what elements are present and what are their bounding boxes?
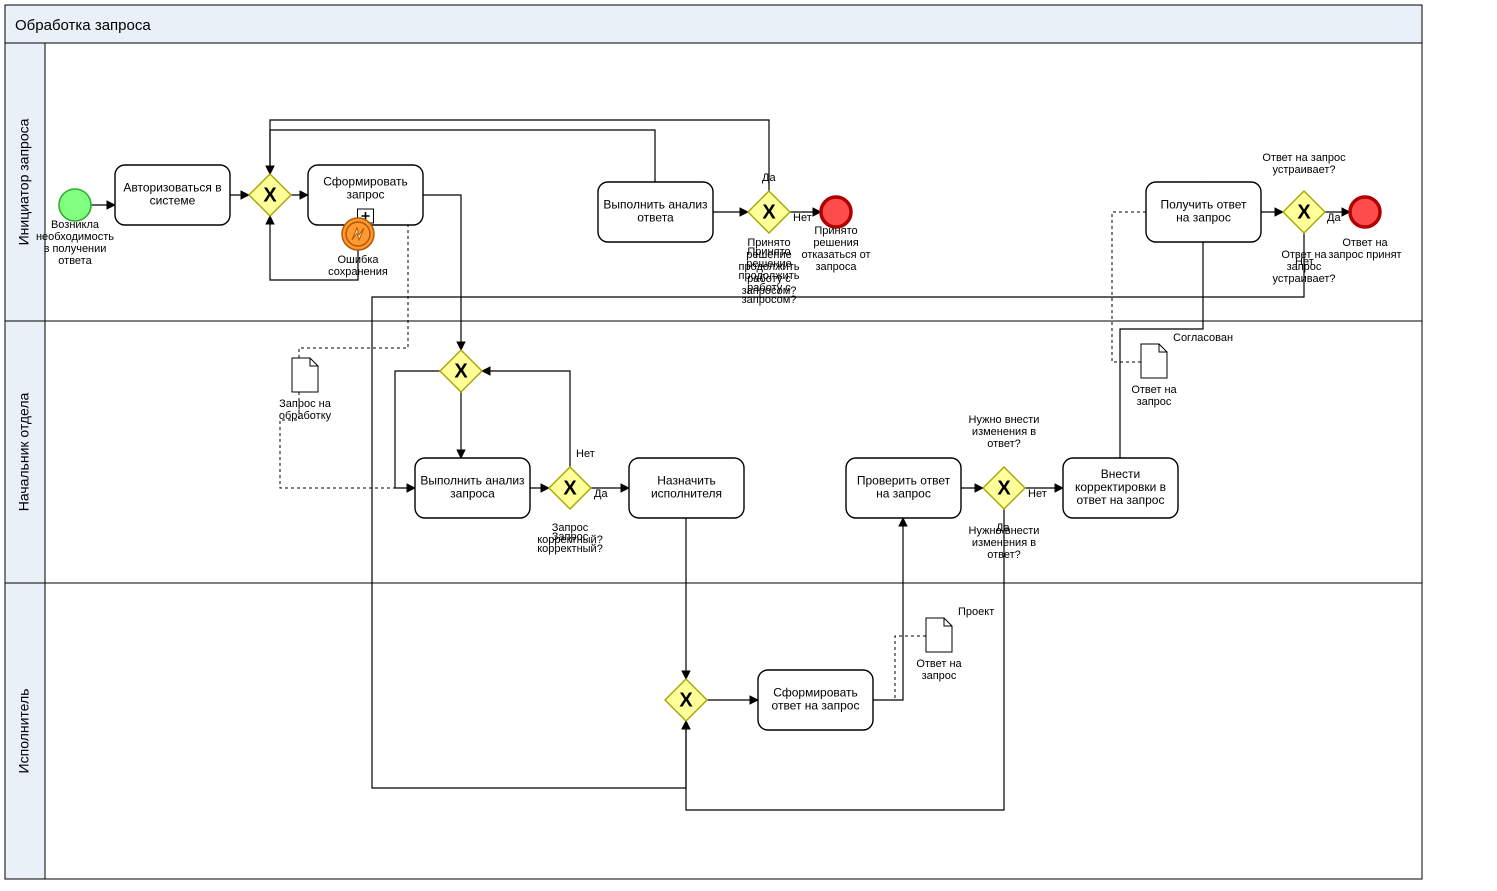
svg-text:ответ на запрос: ответ на запрос <box>772 699 860 713</box>
svg-text:Нет: Нет <box>793 212 812 224</box>
svg-text:продолжить: продолжить <box>739 270 800 282</box>
svg-text:ответа: ответа <box>58 255 92 267</box>
svg-text:ответ?: ответ? <box>987 438 1021 450</box>
svg-text:Проект: Проект <box>958 606 994 618</box>
lane-title: Начальник отдела <box>16 393 32 512</box>
svg-text:Нет: Нет <box>576 448 595 460</box>
svg-text:Сформировать: Сформировать <box>323 175 408 189</box>
svg-text:Авторизоваться в: Авторизоваться в <box>123 181 221 195</box>
pool-title: Обработка запроса <box>15 17 151 34</box>
task: Проверить ответна запросПроверить ответ … <box>846 458 961 518</box>
svg-text:исполнителя: исполнителя <box>651 487 722 501</box>
svg-text:Нет: Нет <box>1295 256 1314 268</box>
svg-text:Получить ответ: Получить ответ <box>1161 198 1247 212</box>
svg-text:Проверить ответ: Проверить ответ <box>857 474 951 488</box>
svg-text:X: X <box>563 477 577 499</box>
svg-text:запросом?: запросом? <box>742 294 797 306</box>
svg-text:корректировки в: корректировки в <box>1075 480 1166 494</box>
svg-text:X: X <box>679 689 693 711</box>
svg-text:сохранения: сохранения <box>328 266 388 278</box>
svg-text:Принято: Принято <box>814 225 857 237</box>
svg-text:X: X <box>762 201 776 223</box>
svg-text:устраивает?: устраивает? <box>1272 164 1335 176</box>
svg-text:на запрос: на запрос <box>876 487 931 501</box>
task: Внестикорректировки вответ на запросВнес… <box>1063 458 1178 518</box>
task: Получить ответна запросПолучить ответ на… <box>1146 182 1261 242</box>
svg-text:Ответ на запрос: Ответ на запрос <box>1262 152 1346 164</box>
svg-text:отказаться от: отказаться от <box>801 249 870 261</box>
svg-text:X: X <box>263 184 277 206</box>
svg-text:X: X <box>1297 201 1311 223</box>
task: Авторизоваться всистемеАвторизоваться в … <box>115 165 230 225</box>
svg-text:запрос: запрос <box>1137 396 1172 408</box>
svg-text:ответ?: ответ? <box>987 549 1021 561</box>
svg-text:Возникла: Возникла <box>51 219 100 231</box>
svg-text:Запрос на: Запрос на <box>279 398 332 410</box>
svg-text:X: X <box>997 477 1011 499</box>
task: Выполнить анализответаВыполнить анализ о… <box>598 182 713 242</box>
svg-text:Ответ на: Ответ на <box>916 658 962 670</box>
svg-text:Да: Да <box>762 172 776 184</box>
lane-title: Инициатор запроса <box>16 118 32 245</box>
svg-text:Да: Да <box>1327 212 1341 224</box>
svg-text:Ошибка: Ошибка <box>338 254 380 266</box>
svg-text:обработку: обработку <box>279 410 332 422</box>
svg-text:устраивает?: устраивает? <box>1272 273 1335 285</box>
svg-text:Ответ на: Ответ на <box>1131 384 1177 396</box>
svg-text:системе: системе <box>150 194 196 208</box>
svg-text:Сформировать: Сформировать <box>773 686 858 700</box>
svg-text:необходимость: необходимость <box>36 231 114 243</box>
bpmn-canvas: Обработка запроса Инициатор запроса Началь… <box>0 0 1497 891</box>
svg-text:запроса: запроса <box>816 261 858 273</box>
svg-text:запроса: запроса <box>450 487 495 501</box>
lane-title: Исполнитель <box>16 689 32 774</box>
svg-text:Да: Да <box>996 522 1010 534</box>
svg-text:Да: Да <box>594 488 608 500</box>
task: Сформироватьответ на запросСформировать … <box>758 670 873 730</box>
svg-text:изменения в: изменения в <box>972 537 1036 549</box>
svg-text:ответ на запрос: ответ на запрос <box>1077 493 1165 507</box>
svg-text:Выполнить анализ: Выполнить анализ <box>603 198 708 212</box>
svg-text:в получении: в получении <box>44 243 107 255</box>
task: Выполнить анализзапросаВыполнить анализ … <box>415 458 530 518</box>
task: НазначитьисполнителяНазначить исполнител… <box>629 458 744 518</box>
svg-text:запрос: запрос <box>922 670 957 682</box>
svg-text:решение: решение <box>746 258 792 270</box>
svg-text:Назначить: Назначить <box>657 474 715 488</box>
svg-text:Внести: Внести <box>1101 467 1141 481</box>
svg-text:Выполнить анализ: Выполнить анализ <box>420 474 525 488</box>
svg-text:работу с: работу с <box>747 282 791 294</box>
svg-text:на запрос: на запрос <box>1176 211 1231 225</box>
svg-text:X: X <box>454 360 468 382</box>
svg-text:Ответ на: Ответ на <box>1342 237 1388 249</box>
svg-text:Согласован: Согласован <box>1173 332 1233 344</box>
svg-text:запрос: запрос <box>346 188 384 202</box>
svg-text:решения: решения <box>813 237 858 249</box>
svg-text:Запрос: Запрос <box>552 522 589 534</box>
svg-text:Нет: Нет <box>1028 488 1047 500</box>
svg-text:Принято: Принято <box>747 246 790 258</box>
svg-text:запрос принят: запрос принят <box>1328 249 1401 261</box>
svg-text:корректный?: корректный? <box>537 534 603 546</box>
svg-text:изменения в: изменения в <box>972 426 1036 438</box>
svg-text:Нужно внести: Нужно внести <box>969 414 1040 426</box>
svg-text:ответа: ответа <box>637 211 674 225</box>
